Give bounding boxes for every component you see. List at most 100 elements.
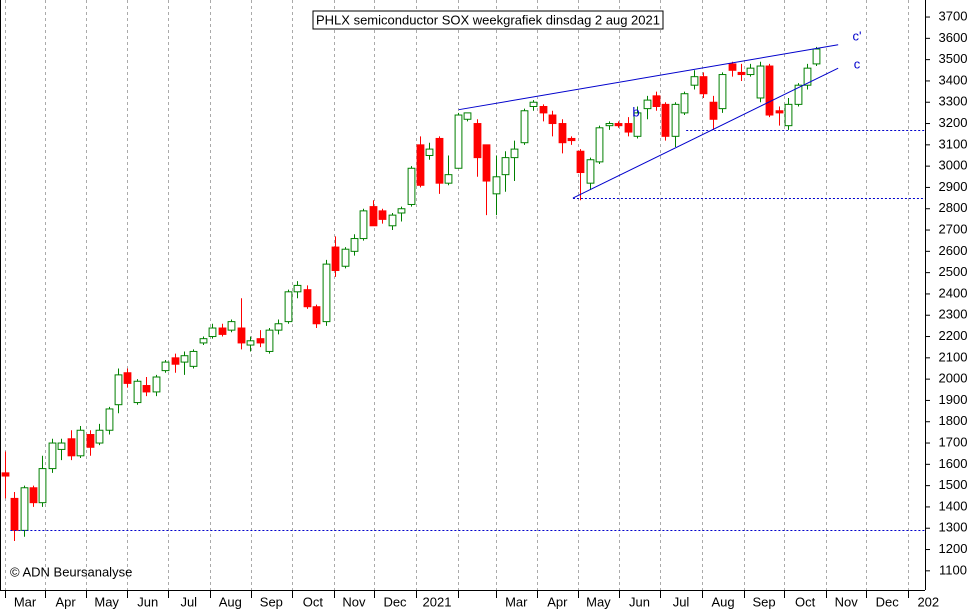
footer: © ADN Beursanalyse bbox=[10, 564, 132, 579]
y-tick-label: 3600 bbox=[939, 30, 968, 45]
candle-body bbox=[501, 157, 510, 176]
candle-body bbox=[699, 76, 708, 95]
candle-body bbox=[171, 357, 180, 365]
candle-body bbox=[680, 93, 689, 114]
candle-body bbox=[29, 487, 38, 504]
y-tick-label: 1300 bbox=[939, 520, 968, 535]
candle-body bbox=[256, 338, 265, 344]
wave-label: c bbox=[854, 56, 861, 71]
x-tick-label: Jul bbox=[673, 594, 690, 609]
chart-title: PHLX semiconductor SOX weekgrafiek dinsd… bbox=[316, 12, 660, 27]
title-box bbox=[312, 10, 664, 30]
candle-body bbox=[48, 442, 57, 470]
y-tick-label: 3300 bbox=[939, 94, 968, 109]
y-tick-label: 3700 bbox=[939, 8, 968, 23]
y-tick-label: 3000 bbox=[939, 158, 968, 173]
y-tick-label: 3200 bbox=[939, 115, 968, 130]
candle-body bbox=[86, 434, 95, 448]
candle-body bbox=[57, 442, 66, 450]
candle-body bbox=[161, 361, 170, 372]
candle-body bbox=[812, 48, 821, 65]
y-tick-label: 2100 bbox=[939, 349, 968, 364]
candle-body bbox=[520, 110, 529, 144]
x-tick-label: Mar bbox=[505, 594, 528, 609]
y-tick-label: 2400 bbox=[939, 285, 968, 300]
candle-body bbox=[558, 123, 567, 144]
candle-body bbox=[397, 208, 406, 214]
candle-body bbox=[359, 210, 368, 240]
candle-body bbox=[718, 74, 727, 110]
candle-body bbox=[643, 99, 652, 110]
candle-body bbox=[293, 284, 302, 293]
candle-body bbox=[1, 472, 10, 477]
candle-body bbox=[331, 246, 340, 272]
candle-body bbox=[95, 429, 104, 444]
candle-body bbox=[784, 103, 793, 127]
x-tick-label: Jun bbox=[629, 594, 650, 609]
candle-body bbox=[237, 327, 246, 344]
y-tick-label: 2300 bbox=[939, 307, 968, 322]
candle-body bbox=[38, 468, 47, 504]
candle-body bbox=[510, 148, 519, 159]
candle-body bbox=[624, 123, 633, 133]
candle-body bbox=[218, 327, 227, 335]
candle-body bbox=[756, 65, 765, 99]
candle-body bbox=[189, 350, 198, 367]
x-tick-label: Aug bbox=[711, 594, 734, 609]
trend-line bbox=[458, 44, 839, 111]
y-tick-label: 2700 bbox=[939, 221, 968, 236]
candle-body bbox=[652, 95, 661, 107]
candle-body bbox=[246, 340, 255, 346]
x-tick-label: Nov bbox=[835, 594, 859, 609]
candle-body bbox=[529, 101, 538, 107]
candle-body bbox=[227, 321, 236, 331]
candle-body bbox=[454, 114, 463, 169]
candle-body bbox=[746, 67, 755, 76]
candle-body bbox=[661, 103, 670, 137]
x-tick-label: Oct bbox=[795, 594, 816, 609]
candle-body bbox=[709, 101, 718, 120]
candle-body bbox=[728, 63, 737, 71]
wave-label: b bbox=[632, 104, 639, 119]
candle-body bbox=[350, 238, 359, 252]
y-tick-label: 3500 bbox=[939, 51, 968, 66]
candle-body bbox=[492, 176, 501, 195]
marks bbox=[1, 44, 925, 542]
x-tick-label: Oct bbox=[303, 594, 324, 609]
x-tick-label: May bbox=[586, 594, 611, 609]
candle-body bbox=[341, 248, 350, 267]
candle-body bbox=[444, 174, 453, 184]
candle-body bbox=[633, 112, 642, 137]
candle-body bbox=[473, 123, 482, 159]
x-tick-label: Mar bbox=[14, 594, 37, 609]
candle-body bbox=[123, 372, 132, 384]
x-tick-label: 2021 bbox=[423, 594, 452, 609]
grid bbox=[5, 0, 909, 590]
candle-body bbox=[265, 329, 274, 352]
candle-body bbox=[794, 84, 803, 105]
y-tick-label: 1700 bbox=[939, 434, 968, 449]
trend-line bbox=[572, 67, 839, 199]
y-tick-label: 2900 bbox=[939, 179, 968, 194]
candle-body bbox=[10, 497, 19, 531]
y-tick-label: 1600 bbox=[939, 456, 968, 471]
x-tick-label: 202 bbox=[917, 594, 939, 609]
candle-body bbox=[576, 150, 585, 174]
y-tick-label: 1200 bbox=[939, 541, 968, 556]
candle-body bbox=[152, 376, 161, 393]
x-tick-label: Aug bbox=[219, 594, 242, 609]
x-tick-label: Apr bbox=[547, 594, 568, 609]
y-tick-label: 3100 bbox=[939, 136, 968, 151]
y-tick-label: 2200 bbox=[939, 328, 968, 343]
candle-body bbox=[378, 210, 387, 220]
candle-body bbox=[284, 291, 293, 323]
x-tick-label: Jul bbox=[180, 594, 197, 609]
candle-body bbox=[463, 112, 472, 120]
y-tick-label: 2500 bbox=[939, 264, 968, 279]
x-tick-label: Nov bbox=[342, 594, 366, 609]
candle-body bbox=[105, 408, 114, 431]
candle-body bbox=[312, 306, 321, 325]
